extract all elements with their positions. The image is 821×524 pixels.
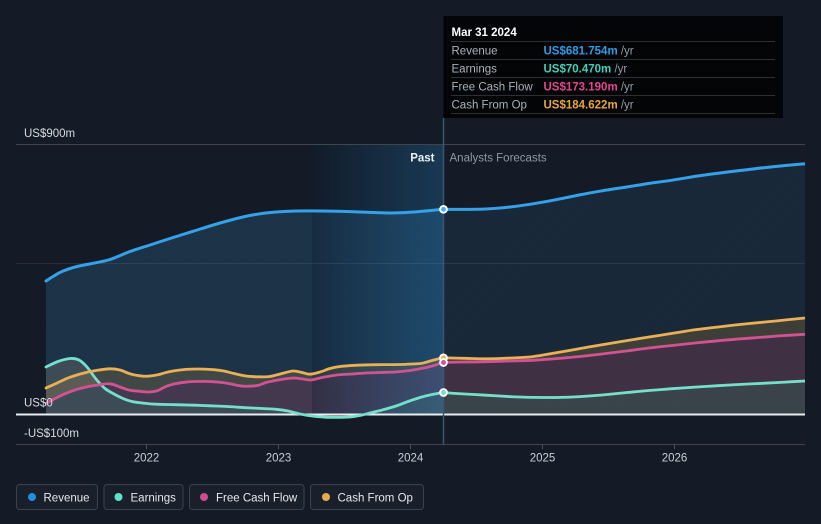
svg-text:2025: 2025	[530, 453, 556, 465]
svg-text:-US$100m: -US$100m	[24, 428, 79, 440]
svg-text:Past: Past	[410, 153, 434, 165]
svg-text:Mar 31 2024: Mar 31 2024	[452, 27, 518, 39]
svg-text:Revenue: Revenue	[452, 46, 498, 58]
svg-text:US$173.190m /yr: US$173.190m /yr	[544, 82, 634, 94]
svg-text:2022: 2022	[134, 453, 160, 465]
svg-text:Revenue: Revenue	[44, 493, 90, 505]
svg-text:US$70.470m /yr: US$70.470m /yr	[544, 64, 628, 76]
svg-text:2024: 2024	[398, 453, 424, 465]
svg-text:Earnings: Earnings	[131, 493, 177, 505]
svg-text:US$900m: US$900m	[24, 128, 75, 140]
svg-text:Cash From Op: Cash From Op	[452, 100, 527, 112]
svg-text:Earnings: Earnings	[452, 64, 498, 76]
svg-text:2026: 2026	[662, 453, 688, 465]
svg-text:Free Cash Flow: Free Cash Flow	[216, 493, 298, 505]
svg-text:Free Cash Flow: Free Cash Flow	[452, 82, 534, 94]
svg-text:Cash From Op: Cash From Op	[338, 493, 413, 505]
svg-text:US$681.754m /yr: US$681.754m /yr	[544, 46, 634, 58]
svg-text:2023: 2023	[266, 453, 292, 465]
svg-text:Analysts Forecasts: Analysts Forecasts	[450, 153, 547, 165]
svg-text:US$0: US$0	[24, 398, 53, 410]
svg-text:US$184.622m /yr: US$184.622m /yr	[544, 100, 634, 112]
